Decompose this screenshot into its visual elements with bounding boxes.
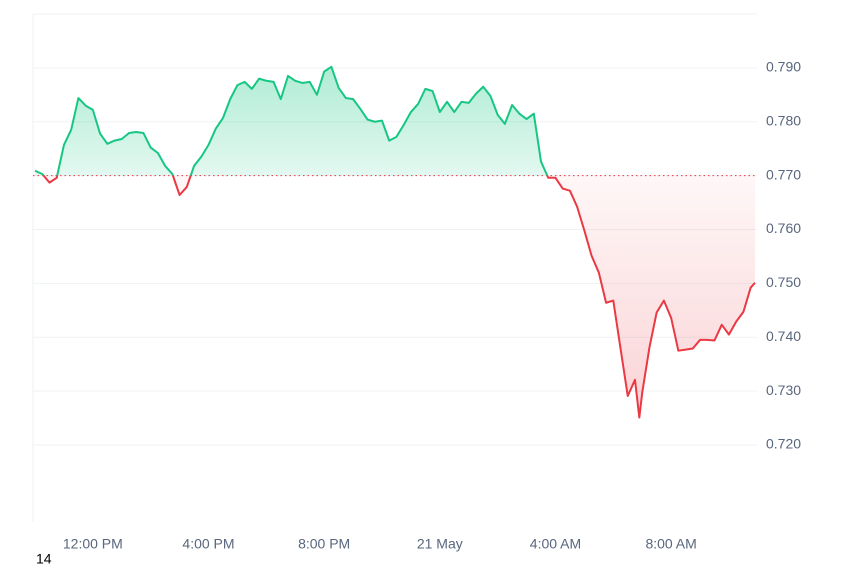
y-tick-label: 0.770 (766, 166, 801, 182)
y-tick-label: 0.720 (766, 436, 801, 452)
x-tick-label: 8:00 PM (298, 536, 350, 552)
x-tick-label: 8:00 AM (645, 536, 696, 552)
x-tick-label: 21 May (417, 536, 463, 552)
price-line (34, 65, 756, 419)
y-tick-label: 0.760 (766, 220, 801, 236)
y-tick-label: 0.780 (766, 112, 801, 128)
x-tick-label: 4:00 AM (530, 536, 581, 552)
y-tick-label: 0.750 (766, 274, 801, 290)
x-tick-label: 12:00 PM (63, 536, 123, 552)
price-area (35, 66, 755, 418)
corner-label: 14 (36, 551, 52, 567)
y-tick-label: 0.740 (766, 328, 801, 344)
x-tick-label: 4:00 PM (182, 536, 234, 552)
y-tick-label: 0.730 (766, 382, 801, 398)
y-tick-label: 0.790 (766, 59, 801, 75)
